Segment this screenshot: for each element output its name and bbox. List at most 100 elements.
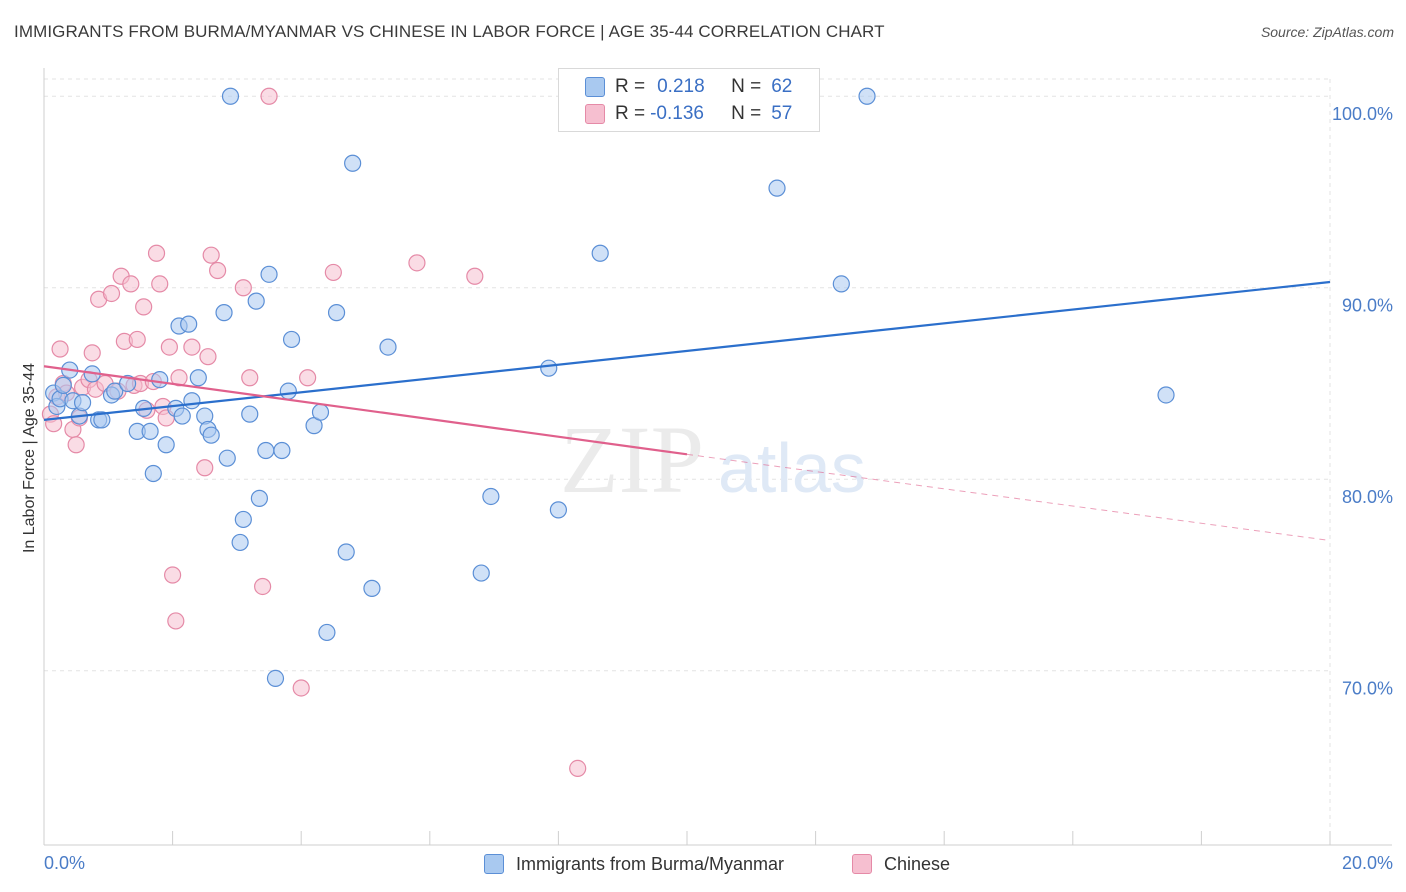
burma-point: [266, 669, 285, 687]
burma-point: [54, 376, 72, 394]
bottom-legend-label-burma: Immigrants from Burma/Myanmar: [516, 853, 785, 874]
stats-legend: R = 0.218 N = 62 R = -0.136 N = 57: [558, 68, 820, 132]
y-axis-label: In Labor Force | Age 35-44: [21, 363, 38, 553]
burma-point: [202, 426, 220, 444]
series-burma: [45, 87, 1175, 687]
y-tick-label: 90.0%: [1342, 296, 1393, 316]
burma-point: [482, 487, 500, 506]
chinese-point: [160, 338, 178, 356]
chinese-point: [67, 436, 85, 454]
legend-r-label: R =: [615, 76, 646, 97]
y-tick-label: 70.0%: [1342, 679, 1393, 699]
burma-point: [540, 359, 558, 377]
chart-title: IMMIGRANTS FROM BURMA/MYANMAR VS CHINESE…: [14, 22, 885, 41]
burma-point: [173, 407, 191, 425]
burma-point: [93, 411, 111, 429]
burma-point: [273, 441, 291, 460]
chinese-point: [202, 246, 220, 264]
chinese-point: [260, 87, 278, 105]
bottom-legend-label-chinese: Chinese: [884, 853, 951, 874]
burma-point: [73, 394, 92, 412]
chinese-point: [183, 338, 201, 356]
burma-point: [234, 510, 252, 529]
chinese-point: [324, 263, 342, 282]
burma-point: [768, 179, 786, 197]
legend-n-value: 62: [771, 76, 793, 97]
x-tick-label: 0.0%: [44, 853, 85, 873]
burma-point: [379, 338, 397, 356]
burma-point: [363, 579, 381, 597]
burma-point: [231, 533, 249, 552]
burma-point: [337, 543, 355, 561]
burma-point: [1157, 386, 1175, 404]
burma-point: [279, 382, 297, 400]
bottom-legend-burma: Immigrants from Burma/Myanmar: [484, 852, 784, 876]
legend-swatch-burma: [585, 77, 605, 97]
burma-point: [327, 304, 346, 322]
source-label: Source: ZipAtlas.com: [1260, 24, 1394, 40]
burma-point: [241, 405, 259, 423]
chinese-point: [254, 577, 272, 596]
legend-r-value: 0.218: [657, 76, 705, 97]
chinese-point: [466, 267, 484, 285]
watermark-atlas: atlas: [718, 429, 866, 507]
burma-point: [218, 449, 236, 467]
x-tick-label: 20.0%: [1342, 853, 1393, 873]
chinese-point: [196, 459, 214, 477]
chinese-point: [209, 261, 227, 280]
burma-point: [260, 265, 278, 283]
trend-line-chinese: [43, 365, 688, 456]
burma-point: [215, 304, 233, 322]
burma-point: [221, 87, 240, 105]
burma-point: [472, 564, 490, 582]
chinese-point: [199, 348, 217, 366]
chinese-point: [147, 244, 166, 262]
tick-labels: 100.0% 90.0% 80.0% 70.0% 0.0% 20.0%: [44, 104, 1393, 873]
legend-r-label: R =: [615, 103, 646, 124]
burma-point: [311, 403, 330, 421]
axes: [43, 68, 1392, 846]
chinese-point: [83, 344, 101, 362]
bottom-legend-swatch-burma: [484, 854, 504, 874]
chinese-point: [164, 566, 182, 584]
chinese-point: [51, 340, 69, 358]
y-tick-label: 80.0%: [1342, 487, 1393, 507]
burma-point: [118, 374, 137, 393]
legend-swatch-chinese: [585, 104, 605, 124]
burma-point: [151, 371, 169, 389]
trend-lines: [43, 280, 1331, 542]
chinese-point: [299, 369, 317, 387]
watermark-zip: ZIP: [560, 406, 704, 513]
chinese-point: [102, 284, 121, 303]
legend-n-label: N =: [731, 76, 762, 97]
series-chinese: [41, 87, 587, 778]
chinese-point: [151, 275, 169, 293]
bottom-legend-swatch-chinese: [852, 854, 872, 874]
chinese-point: [167, 612, 185, 630]
burma-point: [247, 292, 265, 310]
chinese-point: [122, 275, 140, 293]
burma-point: [144, 464, 162, 483]
trend-line-chinese-extension: [686, 453, 1331, 542]
chinese-point: [128, 330, 146, 349]
legend-row-burma: R = 0.218 N = 62: [585, 75, 792, 99]
burma-point: [141, 422, 159, 440]
burma-point: [157, 436, 175, 454]
burma-point: [591, 244, 609, 262]
burma-point: [318, 623, 336, 642]
burma-point: [344, 154, 362, 172]
burma-point: [180, 315, 198, 333]
burma-point: [189, 369, 207, 387]
burma-point: [549, 501, 568, 519]
legend-row-chinese: R = -0.136 N = 57: [585, 102, 792, 126]
burma-point: [282, 330, 301, 349]
burma-point: [257, 441, 275, 460]
burma-point: [250, 489, 269, 507]
chinese-point: [292, 679, 310, 697]
legend-n-label: N =: [731, 103, 762, 124]
legend-r-value: -0.136: [650, 103, 704, 124]
legend-n-value: 57: [771, 103, 793, 124]
burma-point: [832, 275, 850, 293]
chinese-point: [408, 254, 426, 272]
